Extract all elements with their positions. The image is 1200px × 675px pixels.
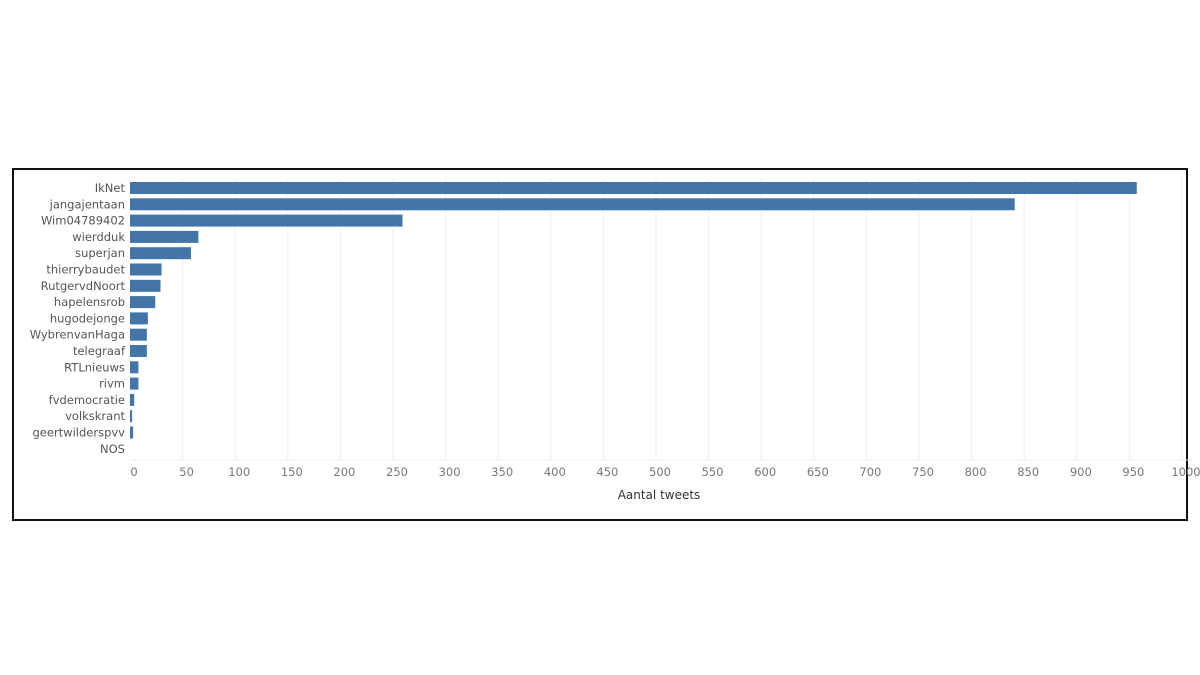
x-tick-label: 300 [439,465,461,479]
x-tick-label: 800 [965,465,987,479]
x-axis-ticks: 0 50 100 150 200 250 300 350 400 450 500 550 600 650 7… [130,465,1200,479]
category-label: hugodejonge [50,311,125,325]
x-tick-label: 350 [491,465,513,479]
bar-rivm[interactable] [130,377,139,390]
category-label: RutgervdNoort [41,279,126,293]
category-label: telegraaf [73,344,126,358]
bar-hapelensrob[interactable] [130,296,156,309]
bar-RutgervdNoort[interactable] [130,279,161,292]
category-label: NOS [100,442,125,456]
bar-jangajentaan[interactable] [130,198,1015,211]
bar-telegraaf[interactable] [130,345,147,357]
x-axis-title: Aantal tweets [618,488,701,502]
x-tick-label: 150 [281,465,303,479]
bar-geertwilderspvv[interactable] [130,426,134,439]
x-tick-label: 900 [1070,465,1092,479]
category-label: hapelensrob [54,295,125,309]
category-label: WybrenvanHaga [30,328,125,342]
x-tick-label: 400 [544,465,566,479]
x-tick-label: 0 [130,465,137,479]
bar-hugodejonge[interactable] [130,312,148,325]
category-label: geertwilderspvv [33,426,126,440]
bar-superjan[interactable] [130,247,192,260]
x-tick-label: 700 [859,465,881,479]
bar-fvdemocratie[interactable] [130,393,135,406]
bars [130,182,1137,439]
category-labels: IkNet jangajentaan Wim04789402 wierdduk supe… [30,181,126,456]
category-label: RTLnieuws [64,360,125,374]
category-label: thierrybaudet [46,263,125,277]
bar-IkNet[interactable] [130,182,1137,194]
x-tick-label: 550 [702,465,724,479]
x-tick-label: 200 [333,465,355,479]
bar-Wim04789402[interactable] [130,214,403,227]
bar-WybrenvanHaga[interactable] [130,328,147,341]
category-label: wierdduk [72,230,125,244]
x-tick-label: 1000 [1171,465,1200,479]
x-tick-label: 500 [649,465,671,479]
x-tick-label: 950 [1122,465,1144,479]
category-label: IkNet [95,181,126,195]
x-tick-label: 600 [754,465,776,479]
category-label: volkskrant [65,409,125,423]
bar-RTLnieuws[interactable] [130,361,139,374]
x-tick-label: 100 [228,465,250,479]
bar-volkskrant[interactable] [130,410,133,423]
gridlines [130,178,1192,461]
x-tick-label: 750 [912,465,934,479]
x-tick-label: 650 [807,465,829,479]
x-tick-label: 450 [596,465,618,479]
x-tick-label: 50 [179,465,194,479]
category-label: fvdemocratie [49,393,125,407]
bar-wierdduk[interactable] [130,230,199,243]
chart-frame [12,168,1188,521]
x-tick-label: 250 [386,465,408,479]
category-label: superjan [75,246,125,260]
category-label: Wim04789402 [41,214,125,228]
category-label: jangajentaan [49,197,125,211]
category-label: rivm [99,377,125,391]
x-tick-label: 850 [1017,465,1039,479]
bar-thierrybaudet[interactable] [130,263,162,276]
